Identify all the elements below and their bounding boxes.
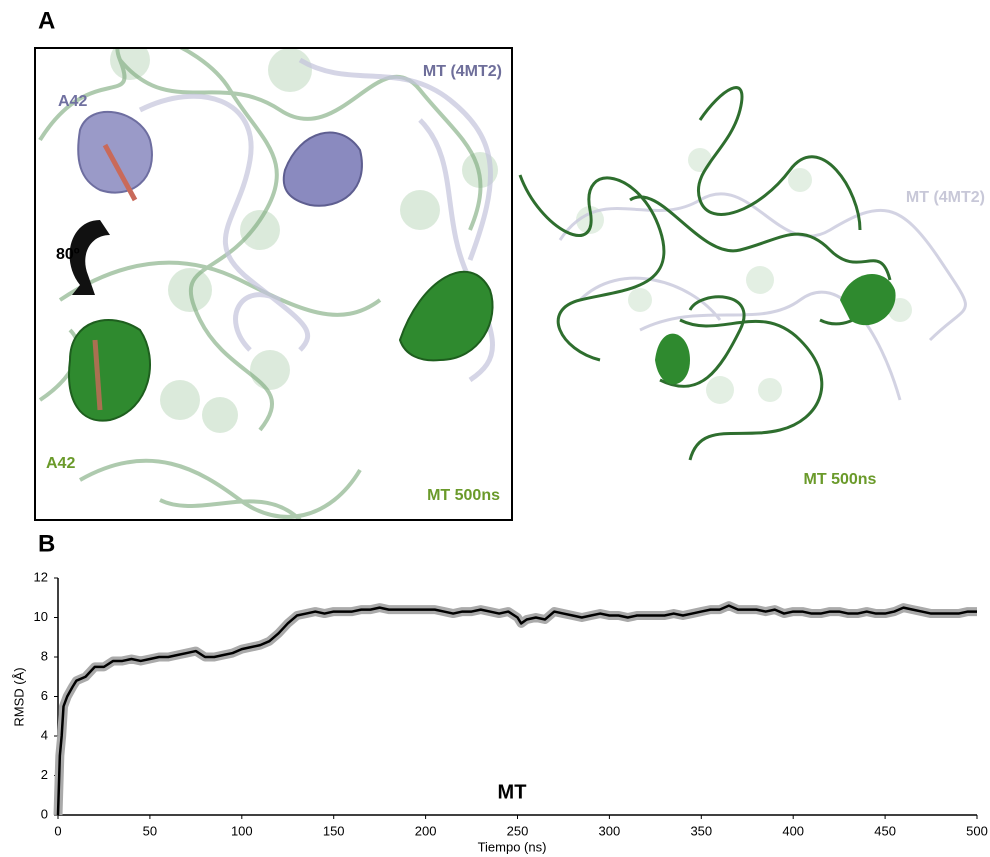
x-tick-label: 450	[874, 823, 896, 838]
y-tick-label: 2	[41, 767, 48, 782]
residue-label: A42	[58, 93, 87, 110]
reference-label: MT (4MT2)	[423, 63, 502, 80]
y-tick-label: 4	[41, 727, 48, 742]
x-tick-label: 150	[323, 823, 345, 838]
x-tick-label: 300	[599, 823, 621, 838]
overlay-structure: MT (4MT2) MT 500ns	[518, 86, 985, 488]
inset-structure	[38, 48, 498, 520]
reference-label: MT (4MT2)	[906, 189, 985, 206]
panel-label: B	[38, 530, 55, 557]
y-tick-label: 0	[41, 806, 48, 821]
x-tick-label: 350	[690, 823, 712, 838]
y-tick-label: 12	[34, 569, 48, 584]
line	[56, 604, 977, 816]
x-tick-label: 400	[782, 823, 804, 838]
inset-frame	[34, 47, 513, 521]
chart-title: MT	[498, 781, 527, 803]
inset: MT (4MT2) A42 80º A42 MT 500ns	[34, 47, 513, 521]
x-tick-label: 100	[231, 823, 253, 838]
y-tick-label: 8	[41, 648, 48, 663]
rotation-label: 80º	[56, 246, 80, 263]
y-tick-label: 10	[34, 609, 48, 624]
simulated-label: MT 500ns	[804, 471, 877, 488]
x-tick-label: 200	[415, 823, 437, 838]
x-tick-label: 250	[507, 823, 529, 838]
panel-label: A	[38, 7, 55, 34]
x-tick-label: 500	[966, 823, 988, 838]
x-tick-label: 0	[54, 823, 61, 838]
y-tick-label: 6	[41, 688, 48, 703]
x-tick-label: 50	[143, 823, 157, 838]
x-axis-label: Tiempo (ns)	[478, 839, 547, 854]
simulated-label: MT 500ns	[427, 487, 500, 504]
y-axis-label: RMSD (Å)	[11, 667, 26, 726]
residue-label: A42	[46, 455, 75, 472]
